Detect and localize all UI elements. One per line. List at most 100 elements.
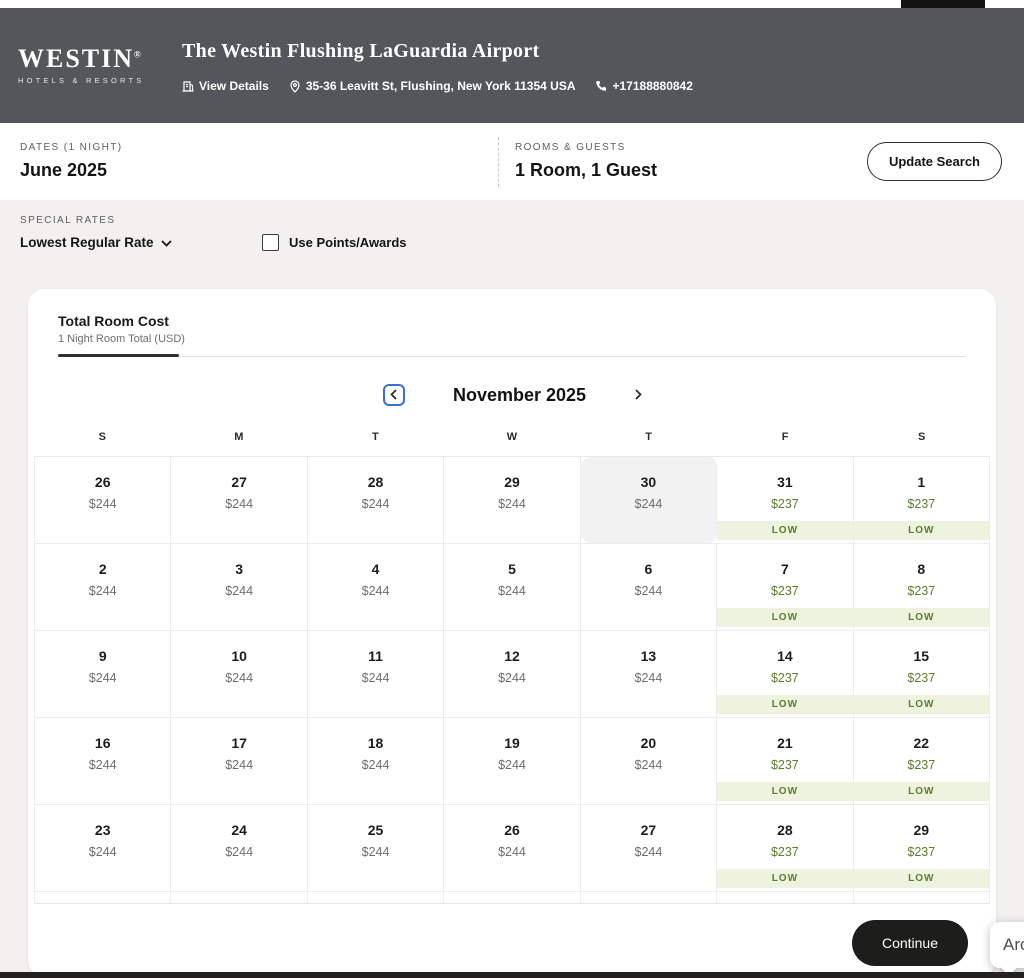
day-price: $237 <box>770 758 799 772</box>
calendar-day-cell[interactable]: 11 $244 <box>307 631 445 717</box>
calendar-day-cell[interactable]: 27 $244 <box>580 805 718 891</box>
calendar-week-row: 16 $244 17 $244 18 $244 19 $244 20 $244 21 $237 LOW 2… <box>34 718 990 805</box>
calendar-day-cell[interactable]: 8 $237 LOW <box>853 544 990 630</box>
calendar-day-cell[interactable]: 16 $244 <box>35 718 172 804</box>
day-number: 17 <box>231 735 247 751</box>
calendar-day-cell[interactable]: 12 $244 <box>444 631 581 717</box>
calendar-day-cell[interactable]: 17 $244 <box>171 718 308 804</box>
low-rate-badge: LOW <box>853 782 989 801</box>
day-number: 22 <box>913 735 930 751</box>
calendar-week-row: 2 $244 3 $244 4 $244 5 $244 6 $244 7 $237 LOW 8 $237 LO… <box>34 544 990 631</box>
calendar-day-cell[interactable]: 7 $237 LOW <box>717 544 854 630</box>
day-price: $244 <box>361 671 390 685</box>
dates-summary: DATES (1 NIGHT) June 2025 <box>20 142 498 181</box>
calendar-day-cell[interactable]: 24 $244 <box>171 805 308 891</box>
day-number: 20 <box>640 735 657 751</box>
day-price: $244 <box>498 845 526 859</box>
weekday-header: T <box>645 431 652 443</box>
calendar-day-cell[interactable]: 14 $237 LOW <box>717 631 854 717</box>
calendar-day-cell[interactable]: 26 $244 <box>444 805 581 891</box>
calendar-day-cell[interactable]: 30 $244 <box>580 457 718 543</box>
calendar-day-cell[interactable]: 31 $237 LOW <box>717 457 854 543</box>
day-price: $244 <box>634 845 663 859</box>
next-month-button[interactable] <box>634 388 642 403</box>
calendar-day-cell[interactable]: 26 $244 <box>35 457 172 543</box>
chevron-left-icon <box>390 388 397 403</box>
calendar-day-cell[interactable]: 3 $244 <box>171 544 308 630</box>
active-tab-indicator <box>58 354 179 357</box>
calendar-day-cell[interactable]: 22 $237 LOW <box>853 718 990 804</box>
calendar-day-cell[interactable]: 4 $244 <box>307 544 445 630</box>
bottom-edge-strip <box>0 972 1024 978</box>
calendar-week-row: 26 $244 27 $244 28 $244 29 $244 30 $244 31 $237 LOW 1… <box>34 457 990 544</box>
westin-logo: WESTIN® HOTELS & RESORTS <box>18 46 168 86</box>
calendar-day-cell[interactable]: 23 $244 <box>35 805 172 891</box>
calendar-day-cell[interactable]: 25 $244 <box>307 805 445 891</box>
calendar-day-cell[interactable]: 1 $237 LOW <box>853 457 990 543</box>
low-rate-badge: LOW <box>853 869 989 888</box>
low-rate-badge: LOW <box>717 695 853 714</box>
continue-button[interactable]: Continue <box>851 920 968 966</box>
calendar-day-cell[interactable]: 9 $244 <box>35 631 172 717</box>
calendar-partial-cell <box>171 892 308 903</box>
rate-calendar-card: Total Room Cost 1 Night Room Total (USD)… <box>28 289 996 976</box>
special-rates-label: SPECIAL RATES <box>20 215 116 226</box>
calendar-grid: 26 $244 27 $244 28 $244 29 $244 30 $244 31 $237 LOW 1… <box>34 457 990 892</box>
calendar-day-cell[interactable]: 28 $244 <box>307 457 445 543</box>
calendar-day-cell[interactable]: 13 $244 <box>580 631 718 717</box>
use-points-checkbox[interactable] <box>262 234 279 251</box>
calendar-day-cell[interactable]: 29 $237 LOW <box>853 805 990 891</box>
day-number: 3 <box>235 561 244 577</box>
calendar-day-cell[interactable]: 10 $244 <box>171 631 308 717</box>
calendar-partial-cell <box>581 892 718 903</box>
calendar-day-cell[interactable]: 20 $244 <box>580 718 718 804</box>
use-points-label: Use Points/Awards <box>289 235 407 250</box>
dates-label: DATES (1 NIGHT) <box>20 142 123 153</box>
rate-select-dropdown[interactable]: Lowest Regular Rate <box>20 235 172 250</box>
top-edge-strip <box>0 0 1024 8</box>
hotel-phone-link[interactable]: +17188880842 <box>595 79 693 93</box>
previous-month-button[interactable] <box>382 384 405 406</box>
calendar-day-cell[interactable]: 29 $244 <box>444 457 581 543</box>
calendar-day-cell[interactable]: 27 $244 <box>171 457 308 543</box>
trademark-symbol: ® <box>134 49 141 60</box>
day-number: 15 <box>913 648 930 664</box>
chevron-down-icon <box>160 235 172 250</box>
day-number: 25 <box>367 822 384 838</box>
day-price: $237 <box>770 845 799 859</box>
day-price: $244 <box>88 497 117 511</box>
day-price: $237 <box>907 845 936 859</box>
day-number: 21 <box>777 735 793 751</box>
calendar-day-cell[interactable]: 18 $244 <box>307 718 445 804</box>
day-price: $244 <box>225 671 254 685</box>
day-price: $244 <box>498 497 526 511</box>
tab-total-room-cost[interactable]: Total Room Cost <box>58 313 169 329</box>
calendar-day-cell[interactable]: 19 $244 <box>444 718 581 804</box>
day-number: 26 <box>504 822 520 838</box>
building-icon <box>182 80 194 92</box>
day-number: 27 <box>231 474 247 490</box>
day-price: $244 <box>498 671 526 685</box>
day-number: 8 <box>917 561 926 577</box>
rate-select-value: Lowest Regular Rate <box>20 235 154 250</box>
tab-subtitle: 1 Night Room Total (USD) <box>58 333 185 345</box>
calendar-partial-cell <box>308 892 445 903</box>
calendar-day-cell[interactable]: 6 $244 <box>580 544 718 630</box>
weekday-header: F <box>781 431 789 443</box>
calendar-day-cell[interactable]: 21 $237 LOW <box>717 718 854 804</box>
day-number: 29 <box>913 822 930 838</box>
calendar-day-cell[interactable]: 28 $237 LOW <box>717 805 854 891</box>
day-price: $244 <box>88 845 117 859</box>
day-price: $244 <box>634 584 663 598</box>
partial-overlay-button[interactable]: Arc <box>990 922 1024 976</box>
calendar-day-cell[interactable]: 15 $237 LOW <box>853 631 990 717</box>
calendar-day-cell[interactable]: 5 $244 <box>444 544 581 630</box>
day-number: 10 <box>231 648 247 664</box>
calendar-day-cell[interactable]: 2 $244 <box>35 544 172 630</box>
location-pin-icon <box>289 79 301 93</box>
weekday-header: S <box>918 431 926 443</box>
update-search-button[interactable]: Update Search <box>866 142 1002 181</box>
view-details-link[interactable]: View Details <box>182 79 269 93</box>
calendar-partial-cell <box>35 892 172 903</box>
phone-text: +17188880842 <box>612 79 693 93</box>
